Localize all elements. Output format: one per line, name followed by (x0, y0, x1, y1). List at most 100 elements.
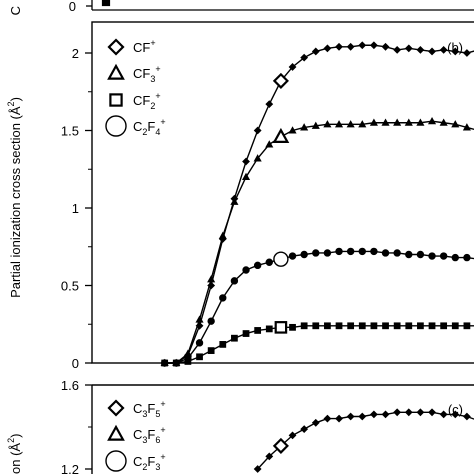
series-3-point (451, 253, 459, 262)
series-2-point (347, 322, 355, 330)
panel-c-series-point (404, 408, 413, 417)
series-2-point (382, 322, 389, 330)
series-2-point (451, 322, 459, 330)
series-1-point (253, 154, 262, 162)
series-3-point (358, 247, 366, 256)
panel-b-ytick-label: 2 (72, 46, 79, 61)
series-1-point (241, 172, 251, 181)
panel-c-legend-marker-0 (107, 399, 125, 417)
series-3-point (463, 253, 471, 262)
panel-a-ytick-label: 0 (69, 0, 76, 14)
series-3-point (381, 249, 390, 257)
series-2-point (231, 334, 238, 342)
series-3-point (160, 359, 169, 367)
panel-c-series-point (416, 408, 425, 417)
series-2-point (219, 341, 227, 348)
series-1-point (393, 118, 402, 126)
panel-c-highlight-point (272, 437, 289, 454)
series-3-point (288, 252, 297, 260)
legend-marker-2 (109, 93, 123, 107)
series-1-point (323, 120, 332, 128)
panel-c-legend-label-1: C3​F6​+​ (133, 425, 166, 445)
series-1-point (334, 120, 344, 128)
series-3-point (253, 261, 262, 270)
series-3-point (219, 294, 227, 302)
series-0-point (311, 47, 320, 56)
panel-c-series-point (393, 408, 402, 417)
panel-c-series-point (253, 465, 262, 473)
series-2-point (417, 322, 424, 330)
panel-c-series-point (428, 408, 436, 417)
panel-a-point (101, 0, 111, 7)
series-1-point (427, 116, 437, 125)
panel-b-ytick-label: 0 (72, 356, 79, 371)
series-2-point (335, 322, 343, 330)
series-1-point (358, 120, 367, 128)
series-3-point (346, 247, 355, 256)
series-0-point (428, 47, 436, 56)
series-line-1 (164, 120, 474, 364)
series-0-point (288, 63, 297, 71)
series-3-point (393, 249, 401, 257)
series-0-point (369, 41, 378, 50)
series-0-point (265, 100, 274, 109)
series-3-point (265, 258, 273, 266)
panel-c: 1.6 1.2 on (Å2​) (c) C3​F5​+​ C3​F6​+​ C2​F3​+… (6, 378, 474, 474)
panel-c-series-point (439, 410, 448, 419)
legend-label-3: C2​F4​+​ (133, 117, 166, 137)
series-2-point (300, 322, 308, 330)
series-3-point (323, 249, 332, 257)
series-line-0 (164, 44, 474, 364)
panel-c-series-line (257, 411, 474, 470)
panel-b-ytick-label: 1.5 (61, 124, 79, 139)
series-2-point (440, 322, 448, 330)
series-2-point (405, 322, 413, 330)
series-3-point (428, 252, 436, 260)
series-1-point (230, 197, 239, 205)
series-2-point (370, 322, 378, 330)
series-1-point (195, 315, 204, 323)
series-0-point (335, 42, 343, 51)
series-2-point (324, 322, 331, 330)
panel-c-label: (c) (448, 402, 463, 417)
series-2-point (196, 353, 203, 361)
series-3-point (242, 266, 250, 274)
series-3-point (230, 277, 239, 285)
legend-label-0: CF+​ (133, 38, 156, 55)
panel-b-ytick-label: 1 (72, 201, 79, 216)
series-3-point (405, 250, 413, 259)
panel-c-legend-marker-1 (107, 424, 125, 441)
series-3-point (195, 339, 204, 347)
series-0-point (462, 49, 471, 57)
series-2-point (254, 327, 262, 334)
series-0-point (393, 45, 402, 54)
series-1-point (218, 231, 227, 239)
series-0-point (451, 47, 460, 56)
legend-label-1: CF3​+​ (133, 64, 161, 84)
legend-label-2: CF2​+​ (133, 91, 161, 111)
series-2-point (358, 322, 366, 330)
series-2-point (428, 322, 436, 330)
series-line-3 (164, 250, 474, 364)
series-1-point (462, 123, 471, 131)
series-0-point (439, 45, 448, 54)
panel-c-series-point (451, 410, 460, 419)
series-3-point (416, 250, 425, 259)
panel-c-ytick-label: 1.6 (61, 378, 79, 393)
series-3-point (439, 252, 448, 260)
panel-c-series-point (265, 452, 274, 461)
panel-c-series-point (311, 418, 320, 427)
series-2-point (265, 325, 273, 333)
legend-marker-1 (107, 63, 125, 80)
series-2-point (289, 323, 296, 331)
series-3-point (300, 250, 308, 259)
series-1-point (416, 118, 425, 126)
panel-c-series-point (323, 414, 332, 423)
panel-c-ytick-label: 1.2 (61, 462, 79, 474)
series-2-point (312, 322, 320, 330)
panel-b: 0 0.5 1 1.5 2 Partial ionization cross sectio… (6, 21, 474, 371)
series-2-point (242, 330, 250, 337)
series-0-point (381, 42, 390, 51)
panel-c-series-point (288, 431, 297, 440)
